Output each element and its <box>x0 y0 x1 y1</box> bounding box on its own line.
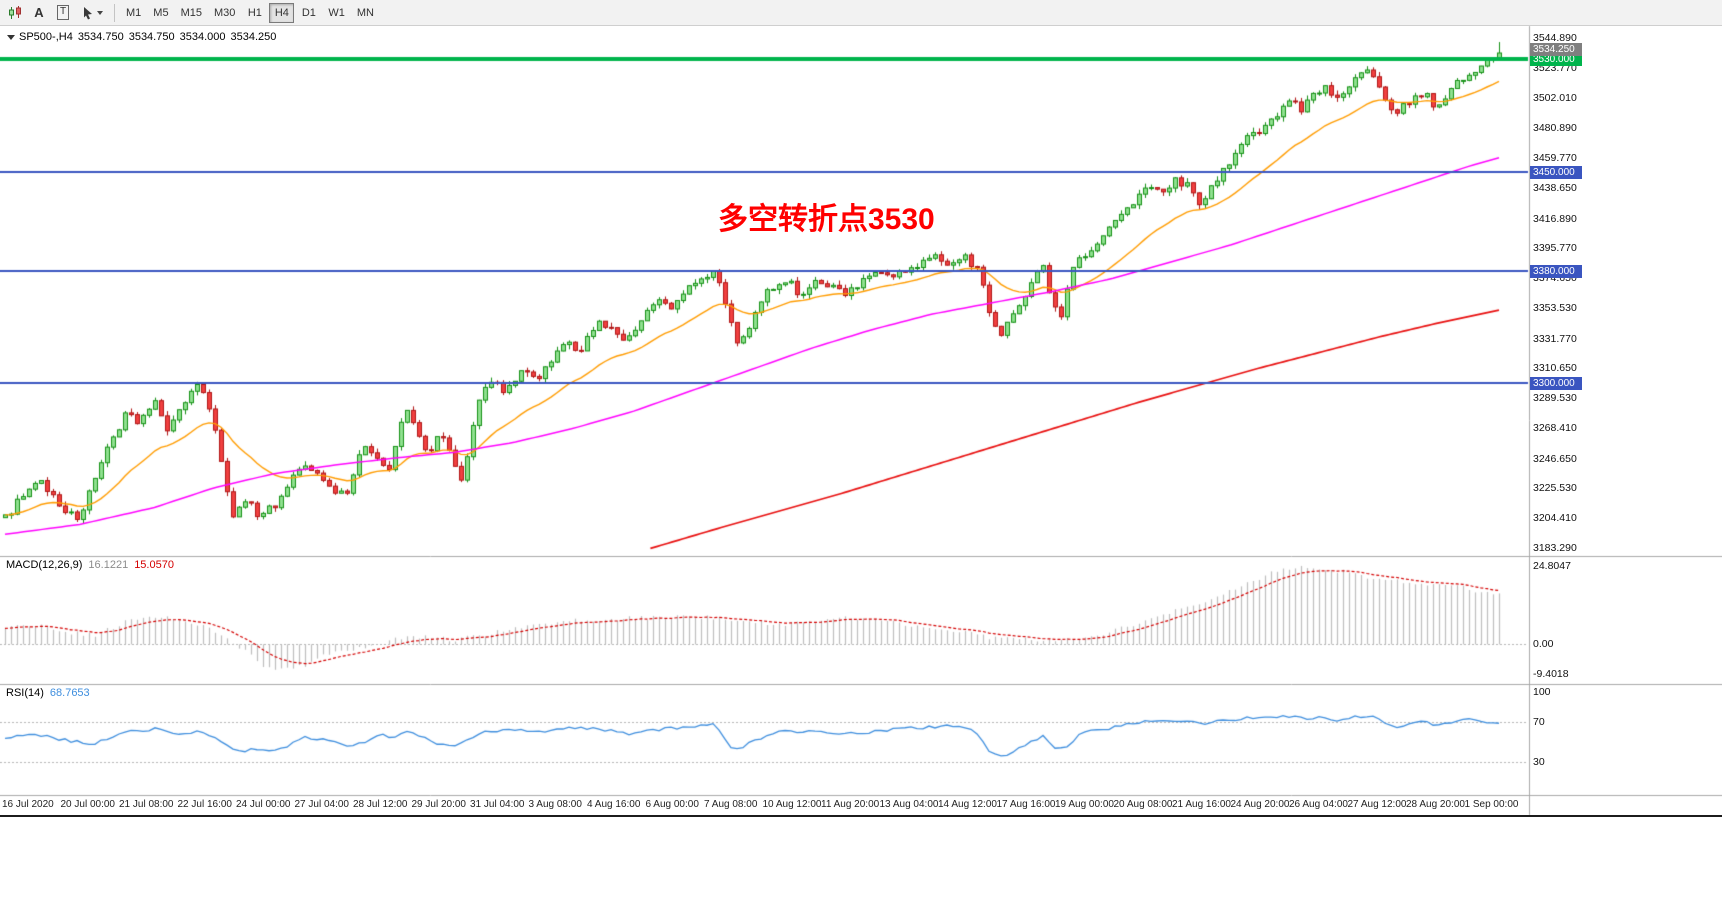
chevron-down-icon <box>96 10 103 15</box>
macd-signal-value: 15.0570 <box>134 559 174 571</box>
letter-a-icon: A <box>34 5 44 20</box>
price-axis-label[interactable]: 3204.410 <box>1533 512 1577 525</box>
time-axis-label[interactable]: 7 Aug 08:00 <box>704 799 758 810</box>
timeframe-button-m5[interactable]: M5 <box>153 6 169 19</box>
timeframe-button-mn[interactable]: MN <box>356 6 374 19</box>
timeframe-button-w1[interactable]: W1 <box>328 6 345 19</box>
drawing-tool-button[interactable] <box>75 2 109 24</box>
price-axis-label[interactable]: 3502.010 <box>1533 92 1577 105</box>
time-axis-label[interactable]: 3 Aug 08:00 <box>528 799 582 810</box>
price-axis-label[interactable]: 3225.530 <box>1533 482 1577 495</box>
price-axis-label[interactable]: 3395.770 <box>1533 242 1577 255</box>
macd-main-value: 16.1221 <box>88 559 129 571</box>
time-axis-label[interactable]: 26 Aug 04:00 <box>1289 799 1348 810</box>
price-axis-label[interactable]: 3310.650 <box>1533 362 1577 375</box>
macd-axis-label[interactable]: 0.00 <box>1533 638 1554 651</box>
ohlc-open: 3534.750 <box>77 31 124 43</box>
price-axis-label[interactable]: 3246.650 <box>1533 452 1577 465</box>
time-axis-label[interactable]: 21 Jul 08:00 <box>119 799 174 810</box>
time-axis-label[interactable]: 31 Jul 04:00 <box>470 799 525 810</box>
price-axis-label[interactable]: 3331.770 <box>1533 332 1577 345</box>
rsi-indicator-label: RSI(14) 68.7653 <box>6 687 96 699</box>
time-axis-label[interactable]: 22 Jul 16:00 <box>177 799 233 810</box>
price-axis-label[interactable]: 3416.890 <box>1533 212 1577 225</box>
macd-indicator-label: MACD(12,26,9) 16.1221 15.0570 <box>6 559 180 571</box>
text-annotation-button[interactable]: A <box>27 2 51 24</box>
rsi-axis-label[interactable]: 30 <box>1533 756 1545 768</box>
time-axis-label[interactable]: 17 Aug 16:00 <box>996 799 1056 810</box>
time-axis-label[interactable]: 24 Jul 00:00 <box>236 799 291 810</box>
text-annotation[interactable]: 多空转折点3530 <box>718 203 935 236</box>
time-axis-label[interactable]: 6 Aug 00:00 <box>645 799 699 810</box>
time-axis-label[interactable]: 20 Jul 00:00 <box>60 799 116 810</box>
rsi-name: RSI(14) <box>6 687 44 699</box>
timeframe-button-m30[interactable]: M30 <box>213 6 236 19</box>
symbol-period-label: SP500-,H4 <box>19 31 73 43</box>
time-axis-label[interactable]: 20 Aug 08:00 <box>1113 799 1173 810</box>
hline-price-tag[interactable]: 3380.000 <box>1530 264 1582 278</box>
macd-name: MACD(12,26,9) <box>6 559 83 571</box>
timeframe-button-h1[interactable]: H1 <box>247 6 262 19</box>
ohlc-low: 3534.000 <box>179 31 226 43</box>
price-axis-label[interactable]: 3544.890 <box>1533 32 1577 44</box>
time-axis-label[interactable]: 24 Aug 20:00 <box>1230 799 1290 810</box>
toolbar-separator <box>114 3 115 22</box>
candlestick-chart-icon <box>9 5 21 19</box>
timeframe-group: M1 M5 M15 M30 H1 H4 D1 W1 MN <box>120 2 380 23</box>
ohlc-close: 3534.250 <box>230 31 277 43</box>
time-axis-label[interactable]: 13 Aug 04:00 <box>879 799 939 810</box>
time-axis-label[interactable]: 14 Aug 12:00 <box>938 799 997 810</box>
rsi-value: 68.7653 <box>49 687 90 699</box>
chart-style-button[interactable] <box>3 2 27 24</box>
symbol-dropdown-icon[interactable] <box>7 35 15 40</box>
window-bottom-border <box>0 815 1722 817</box>
time-axis-label[interactable]: 28 Aug 20:00 <box>1406 799 1465 810</box>
price-axis-label[interactable]: 3480.890 <box>1533 122 1577 135</box>
price-axis-label[interactable]: 3183.290 <box>1533 542 1577 554</box>
timeframe-button-m15[interactable]: M15 <box>180 6 202 19</box>
rsi-axis-label[interactable]: 100 <box>1533 686 1551 698</box>
current-price-tag: 3534.250 <box>1530 43 1582 56</box>
macd-axis-label[interactable]: 24.8047 <box>1533 560 1571 572</box>
macd-axis-label[interactable]: -9.4018 <box>1533 668 1569 680</box>
cursor-arrow-icon <box>83 6 92 19</box>
time-axis-label[interactable]: 16 Jul 2020 <box>2 799 54 810</box>
rsi-axis-label[interactable]: 70 <box>1533 716 1545 728</box>
time-axis-label[interactable]: 27 Jul 04:00 <box>294 799 350 810</box>
time-axis-label[interactable]: 10 Aug 12:00 <box>762 799 822 810</box>
price-axis-label[interactable]: 3289.530 <box>1533 392 1577 405</box>
hline-price-tag[interactable]: 3450.000 <box>1530 165 1582 179</box>
ohlc-high: 3534.750 <box>128 31 175 43</box>
hline-price-tag[interactable]: 3530.000 <box>1530 53 1582 66</box>
toolbar: A T M1 M5 M15 M30 H1 H4 D1 W1 MN <box>0 0 1722 26</box>
time-axis-label[interactable]: 19 Aug 00:00 <box>1055 799 1114 810</box>
time-axis-label[interactable]: 27 Aug 12:00 <box>1347 799 1407 810</box>
price-axis-label[interactable]: 3353.530 <box>1533 301 1577 314</box>
timeframe-button-d1[interactable]: D1 <box>301 6 316 19</box>
letter-t-icon: T <box>56 5 70 20</box>
price-axis-label[interactable]: 3438.650 <box>1533 181 1577 194</box>
hline-price-tag[interactable]: 3300.000 <box>1530 377 1582 391</box>
price-axis-label[interactable]: 3459.770 <box>1533 152 1577 165</box>
time-axis-label[interactable]: 21 Aug 16:00 <box>1172 799 1231 810</box>
time-axis-label[interactable]: 4 Aug 16:00 <box>587 799 641 810</box>
timeframe-button-m1[interactable]: M1 <box>126 6 142 19</box>
timeframe-button-h4[interactable]: H4 <box>269 2 295 23</box>
time-axis-label[interactable]: 28 Jul 12:00 <box>353 799 408 810</box>
time-axis-label[interactable]: 1 Sep 00:00 <box>1464 799 1519 810</box>
time-axis-label[interactable]: 29 Jul 20:00 <box>411 799 467 810</box>
price-axis-label[interactable]: 3268.410 <box>1533 421 1577 434</box>
time-axis-label[interactable]: 11 Aug 20:00 <box>821 799 880 810</box>
textbox-tool-button[interactable]: T <box>51 2 75 24</box>
chart-header: SP500-,H4 3534.750 3534.750 3534.000 3534.25… <box>7 31 281 43</box>
